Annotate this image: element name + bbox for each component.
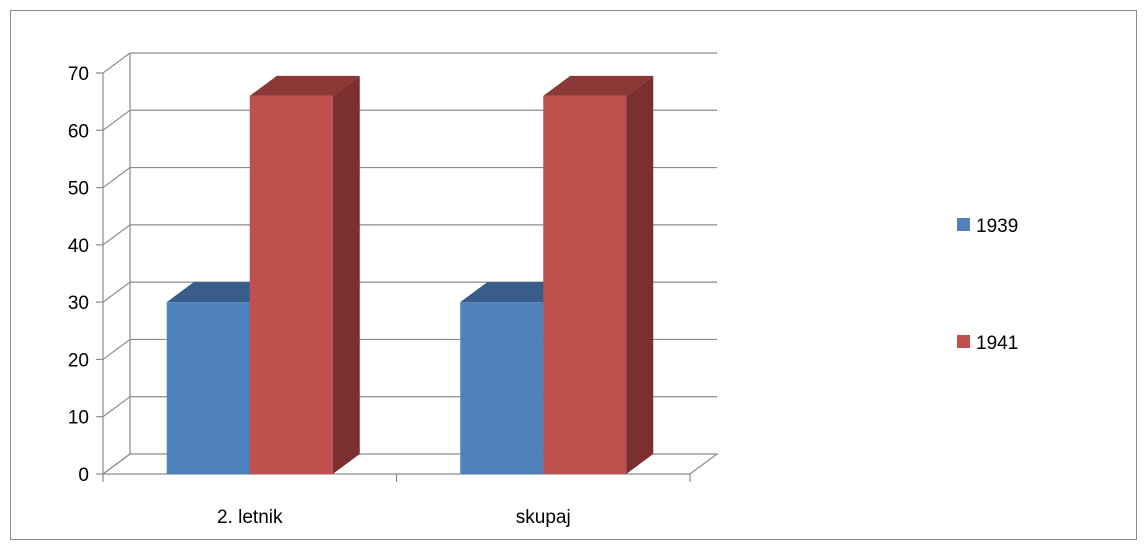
bar-top [249,75,360,96]
bars [166,75,654,475]
y-tick-label: 0 [78,465,89,486]
gridline-side-0 [102,453,131,475]
bar-front [166,302,250,474]
bar-side [626,75,654,475]
legend-label: 1941 [976,333,1018,354]
x-category-labels: 2. letnik skupaj [217,507,571,528]
gridline-side-50 [102,167,131,189]
bar-top [460,282,571,303]
bar-top [543,75,654,96]
y-tick-label: 70 [68,64,89,85]
gridline-side-40 [102,224,131,246]
bar-front [543,95,627,475]
bar-front [249,95,333,475]
axes [96,72,691,482]
bar-2-letnik-1941 [249,75,360,475]
legend-item-1941: 1941 [957,333,1018,354]
y-tick-label: 20 [68,350,89,371]
gridline-side-30 [102,281,131,303]
y-tick-label: 10 [68,408,89,429]
gridline-side-10 [102,396,131,418]
legend: 1939 1941 [957,216,1018,354]
bar-front [460,302,544,474]
gridline-side-60 [102,109,131,131]
legend-item-1939: 1939 [957,216,1018,237]
bar-top [166,282,277,303]
y-tick-labels: 0 10 20 30 40 50 60 70 [68,64,89,486]
gridline-side-70 [102,52,131,74]
y-tick-label: 30 [68,293,89,314]
bar-side [332,75,360,475]
x-category-label: 2. letnik [217,507,283,528]
legend-swatch [957,335,970,348]
bar-skupaj-1941 [543,75,654,475]
y-tick-label: 60 [68,121,89,142]
gridline-side-20 [102,338,131,360]
legend-label: 1939 [976,216,1018,237]
y-tick-label: 50 [68,179,89,200]
legend-swatch [957,218,970,231]
x-category-label: skupaj [516,507,571,528]
y-tick-label: 40 [68,236,89,257]
